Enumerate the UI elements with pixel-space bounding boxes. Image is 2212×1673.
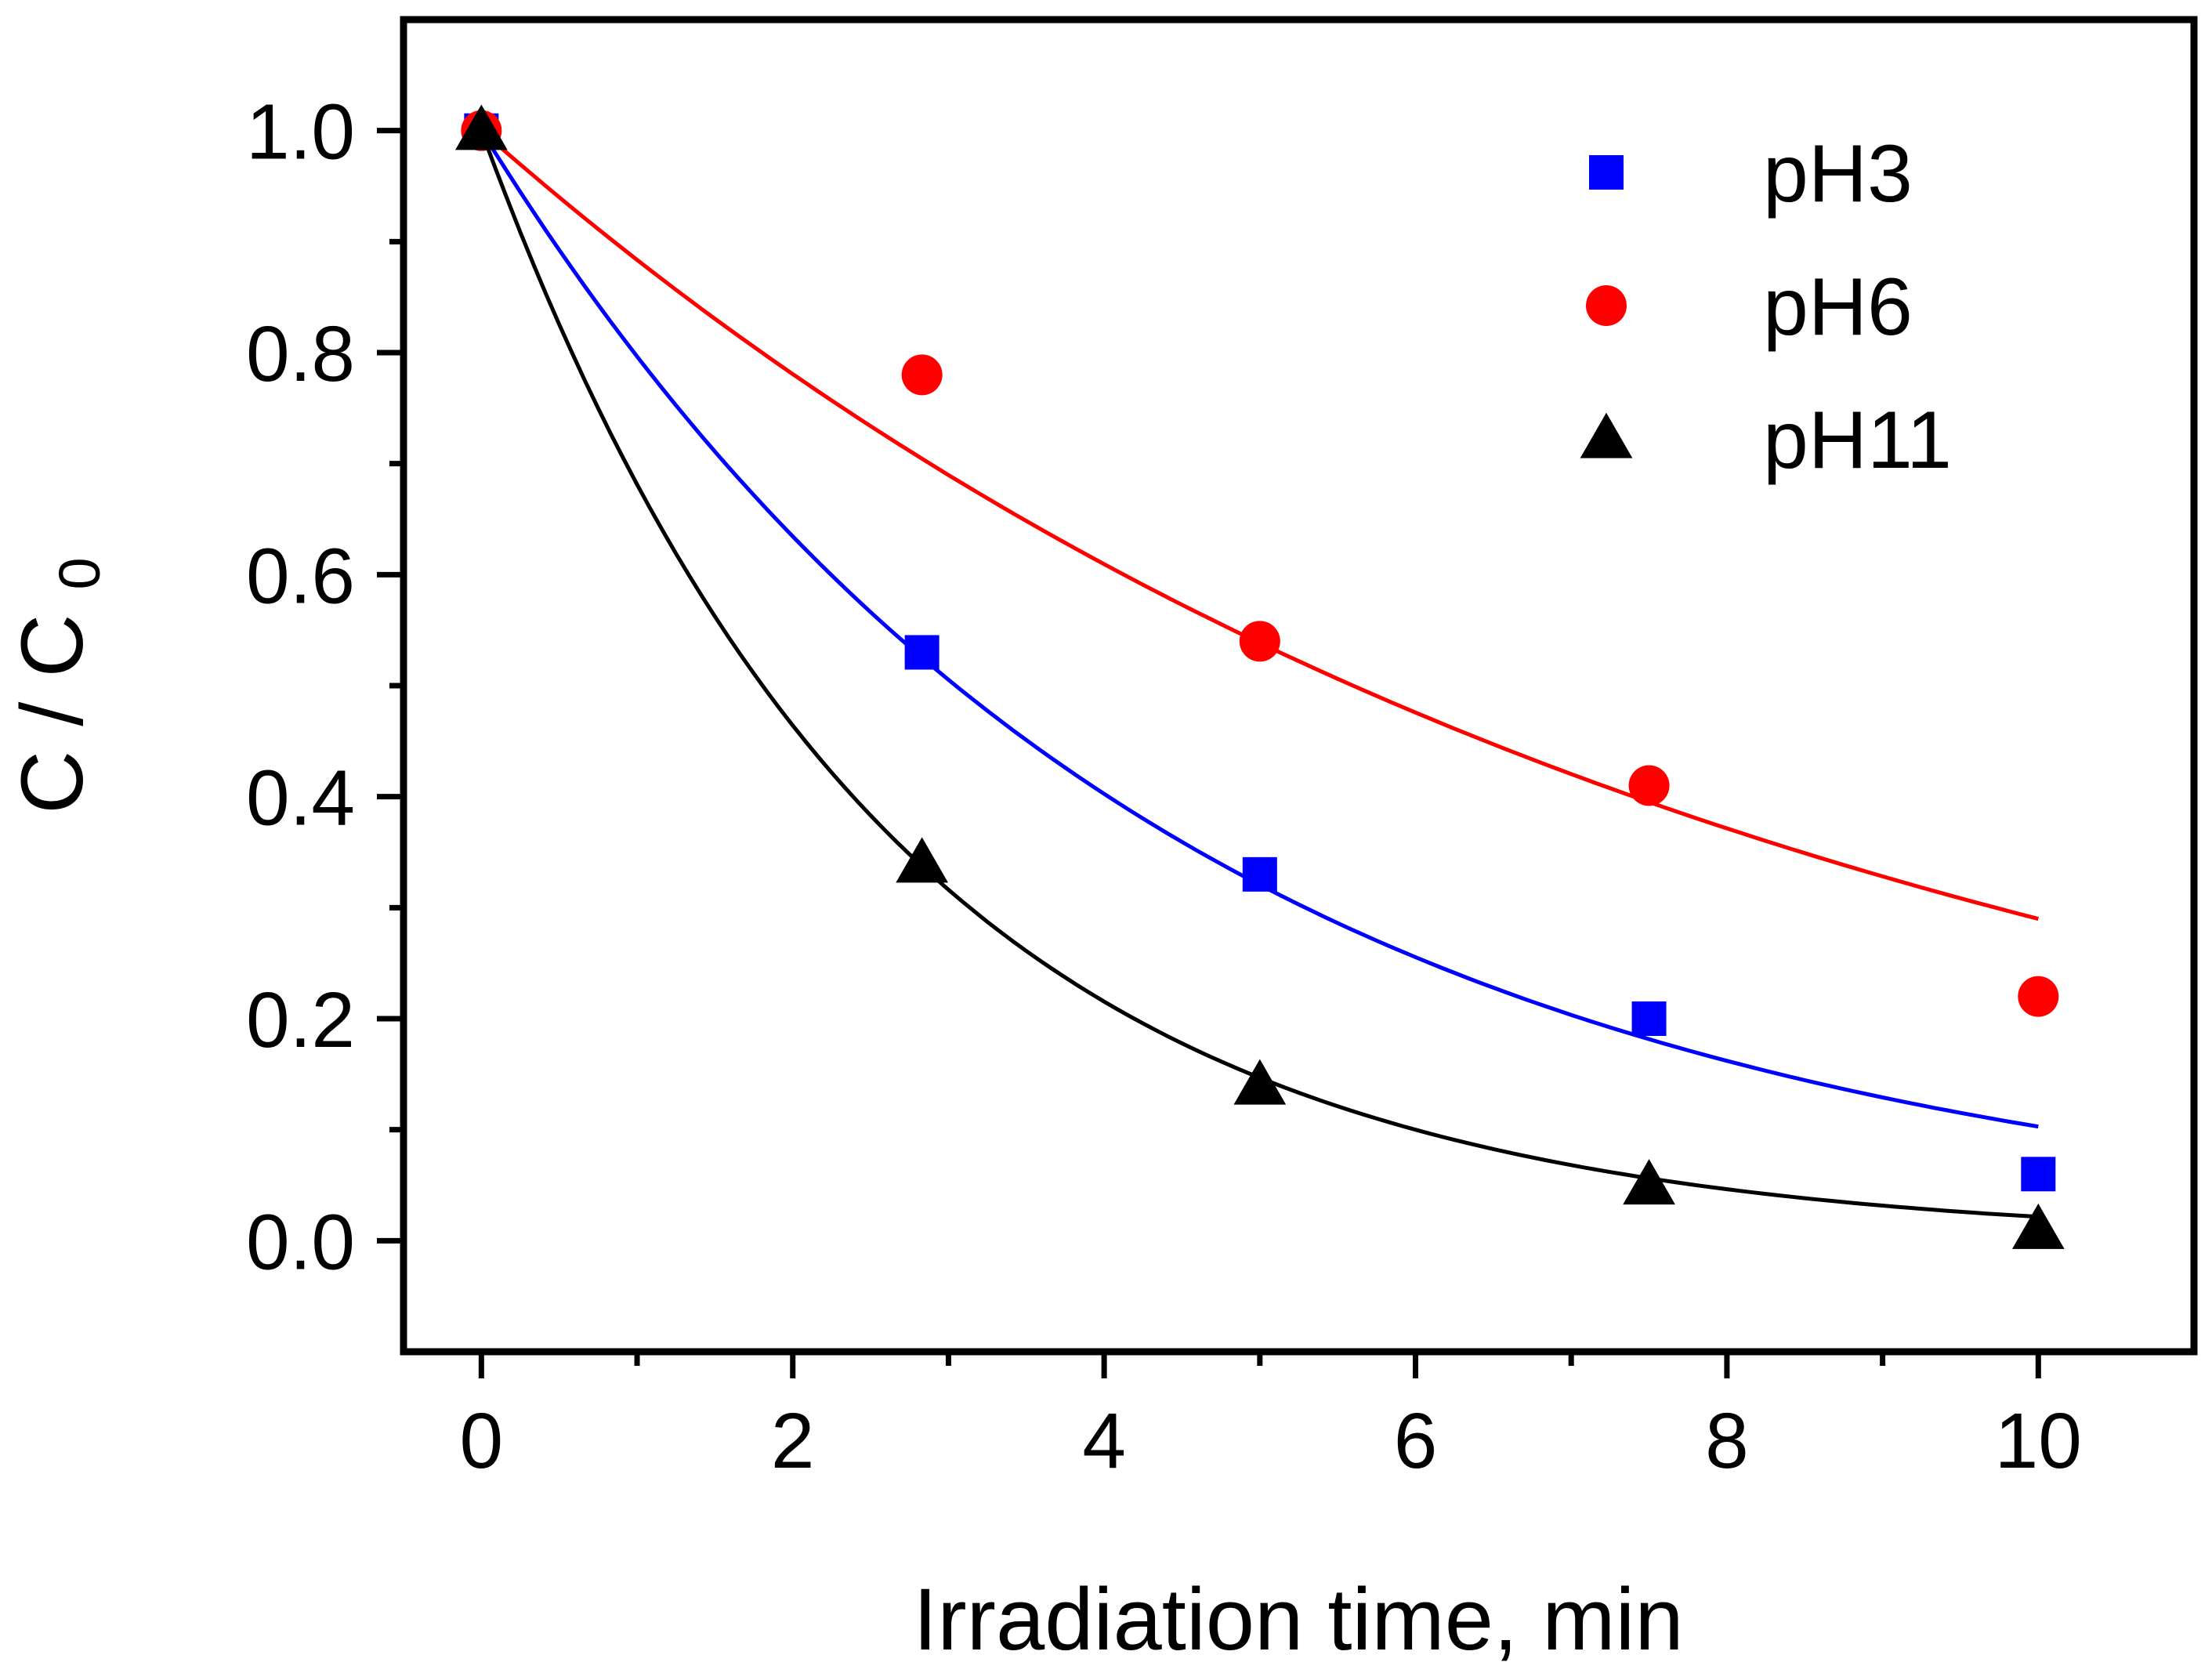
data-point-ph3: [904, 635, 939, 670]
plot-frame: [400, 16, 2198, 1356]
y-tick-label: 0.6: [246, 532, 355, 620]
x-tick-label: 2: [771, 1397, 815, 1485]
y-tick-label: 0.2: [246, 976, 355, 1064]
data-point-ph11: [1233, 1059, 1287, 1105]
y-tick-label: 0.8: [246, 310, 355, 398]
x-axis-title: Irradiation time, min: [913, 1570, 1683, 1668]
legend-marker-ph3: [1589, 155, 1624, 190]
y-tick-label: 1.0: [246, 89, 355, 176]
data-point-ph6: [2018, 976, 2059, 1017]
data-points: [454, 104, 2065, 1249]
data-point-ph11: [1623, 1159, 1675, 1205]
data-point-ph11: [2011, 1203, 2065, 1249]
axis-ticks: 0 2 4 6 8 10 0.0 0.2 0.4 0.6 0.8 1.0: [246, 89, 2082, 1485]
fit-curve-ph6: [480, 129, 2039, 922]
legend-label-ph11: pH11: [1763, 395, 1952, 486]
y-axis-title-subscript: 0: [47, 557, 112, 589]
legend-label-ph6: pH6: [1763, 262, 1913, 353]
data-point-ph11: [454, 104, 508, 150]
x-tick-label: 10: [1995, 1397, 2082, 1485]
x-tick-label: 8: [1705, 1397, 1749, 1485]
data-point-ph3: [2021, 1157, 2056, 1192]
y-axis-title: C / C 0: [3, 557, 112, 813]
data-point-ph6: [1239, 621, 1280, 662]
data-point-ph11: [896, 837, 949, 883]
y-tick-label: 0.4: [246, 755, 355, 842]
data-point-ph6: [1628, 765, 1670, 806]
legend: pH3 pH6 pH11: [1580, 129, 1952, 486]
y-tick-label: 0.0: [246, 1198, 355, 1286]
data-point-ph3: [1242, 856, 1277, 892]
data-point-ph6: [901, 354, 943, 396]
x-tick-label: 6: [1394, 1397, 1438, 1485]
data-point-ph3: [1631, 1001, 1667, 1036]
legend-marker-ph11: [1580, 412, 1633, 458]
legend-marker-ph6: [1586, 285, 1627, 326]
x-tick-label: 4: [1082, 1397, 1126, 1485]
y-axis-title-main: C / C: [3, 614, 101, 814]
legend-label-ph3: pH3: [1763, 129, 1913, 219]
x-tick-label: 0: [460, 1397, 504, 1485]
